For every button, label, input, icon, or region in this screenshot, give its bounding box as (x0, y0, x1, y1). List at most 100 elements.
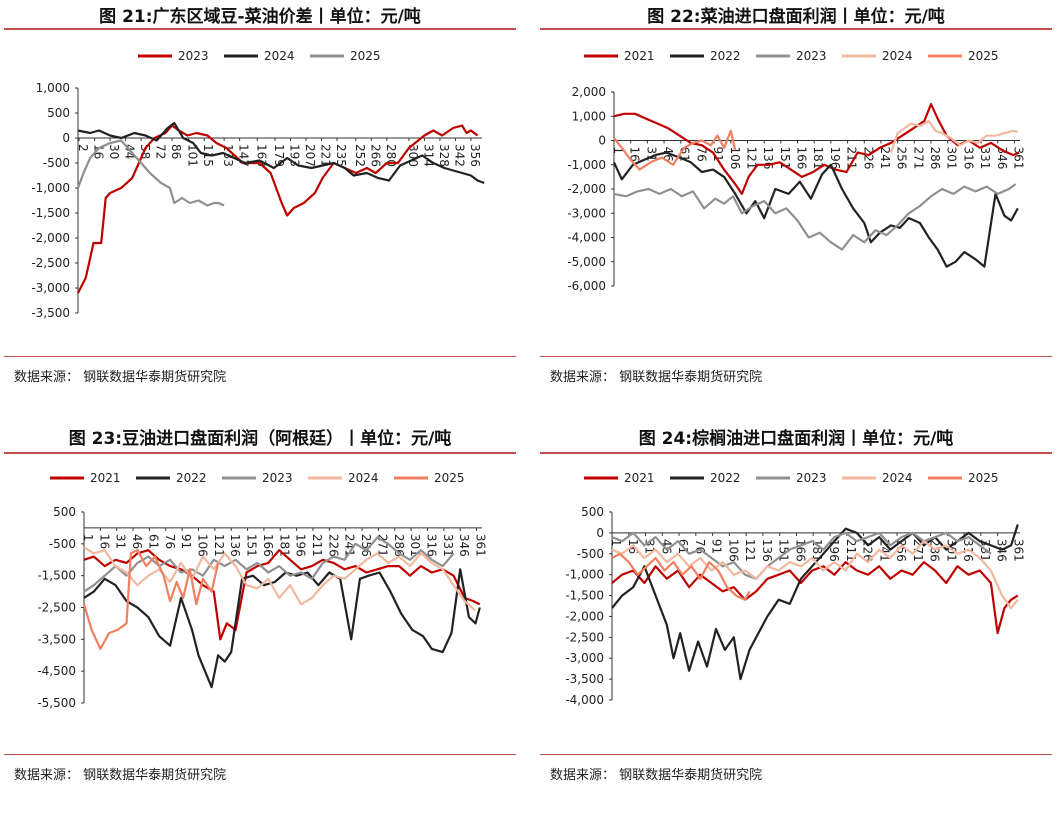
x-tick-label: 181 (811, 147, 825, 170)
y-tick-label: 1,000 (572, 109, 606, 123)
source-divider (540, 754, 1052, 755)
x-tick-label: 46 (130, 534, 144, 549)
x-tick-label: 266 (368, 144, 382, 167)
x-tick-label: 211 (845, 147, 859, 170)
x-tick-label: 328 (437, 144, 451, 167)
y-tick-label: -6,000 (567, 279, 606, 293)
x-tick-label: 241 (343, 534, 357, 557)
y-tick-label: -2,500 (31, 256, 70, 270)
series-line-2024 (83, 546, 477, 612)
legend: 2021 2022 2023 2024 2025 (584, 49, 999, 63)
x-tick-label: 196 (294, 534, 308, 557)
x-tick-label: 280 (384, 144, 398, 167)
legend-label: 2024 (264, 49, 295, 63)
legend-label: 2024 (882, 471, 913, 485)
legend-item: 2025 (928, 49, 999, 63)
x-tick-label: 136 (761, 147, 775, 170)
y-tick-label: -2,500 (37, 601, 76, 615)
x-tick-label: 16 (628, 147, 642, 162)
y-tick-label: -1,000 (567, 158, 606, 172)
y-tick-label: 0 (598, 134, 606, 148)
chart-svg: 2023 2024 2025 1,000 500 0 -500 -1,000 -1,500 -2,… (31, 49, 485, 320)
y-tick-label: -1,500 (37, 569, 76, 583)
x-tick-label: 361 (1011, 147, 1025, 170)
x-tick-label: 106 (728, 147, 742, 170)
legend-label: 2023 (178, 49, 209, 63)
source-divider (4, 356, 516, 357)
source-note: 数据来源： 钢联数据华泰期货研究院 (550, 768, 763, 783)
y-tick-label: -3,500 (565, 672, 604, 686)
x-tick-label: 151 (245, 534, 259, 557)
legend-label: 2023 (262, 471, 293, 485)
chart-svg: 2021 2022 2023 2024 2025 2,000 1,000 0 -1,000 -2,… (567, 49, 1025, 293)
legend-item: 2023 (756, 49, 827, 63)
y-tick-label: -2,500 (565, 630, 604, 644)
series-line-2024 (889, 120, 1019, 153)
title-divider (540, 28, 1052, 30)
x-tick-label: 316 (961, 147, 975, 170)
x-tick-label: 256 (359, 534, 373, 557)
series-line-2022 (83, 568, 481, 689)
y-tick-label: -2,000 (567, 182, 606, 196)
x-tick-label: 226 (861, 539, 875, 562)
x-tick-label: 331 (978, 147, 992, 170)
x-tick-label: 226 (326, 534, 340, 557)
source-note: 数据来源： 钢联数据华泰期货研究院 (14, 768, 227, 783)
series-line-2021 (83, 549, 481, 641)
legend-label: 2022 (176, 471, 207, 485)
legend-label: 2022 (710, 49, 741, 63)
y-tick-label: -3,000 (31, 281, 70, 295)
series-line-2021 (613, 103, 1020, 195)
y-tick-label: -1,500 (31, 206, 70, 220)
series-line-2025 (82, 549, 220, 650)
x-tick-label: 211 (844, 539, 858, 562)
legend-item: 2022 (670, 49, 741, 63)
x-tick-label: 166 (261, 534, 275, 557)
legend-item: 2024 (842, 471, 913, 485)
legend-label: 2025 (434, 471, 465, 485)
y-tick-label: -500 (49, 537, 76, 551)
x-tick-label: 1 (609, 539, 623, 547)
x-tick-label: 91 (711, 147, 725, 162)
legend-label: 2023 (796, 471, 827, 485)
legend-item: 2025 (394, 471, 465, 485)
legend-label: 2024 (348, 471, 379, 485)
x-tick-label: 16 (92, 144, 106, 159)
legend-label: 2021 (624, 471, 655, 485)
series-line-2025 (613, 129, 737, 171)
x-tick-label: 226 (861, 147, 875, 170)
series-line-2022 (611, 524, 1019, 681)
source-note: 数据来源： 钢联数据华泰期货研究院 (14, 370, 227, 385)
legend-item: 2024 (842, 49, 913, 63)
x-tick-label: 286 (928, 147, 942, 170)
y-tick-label: -1,000 (31, 181, 70, 195)
chart-svg: 2021 2022 2023 2024 2025 500 0 -500 -1,000 -1,500… (565, 471, 1025, 707)
x-tick-label: 211 (310, 534, 324, 557)
title-divider (4, 452, 516, 454)
series-line-2025 (76, 139, 225, 207)
y-tick-label: -500 (43, 156, 70, 170)
y-tick-label: 1,000 (36, 81, 70, 95)
y-tick-label: -4,000 (567, 231, 606, 245)
x-tick-label: 86 (169, 144, 183, 159)
x-tick-label: 221 (319, 144, 333, 167)
legend-label: 2021 (90, 471, 121, 485)
x-tick-label: 91 (710, 539, 724, 554)
source-note: 数据来源： 钢联数据华泰期货研究院 (550, 370, 763, 385)
series-line-2025 (611, 552, 751, 601)
legend-label: 2021 (624, 49, 655, 63)
series-line-2023 (77, 124, 479, 294)
legend-label: 2024 (882, 49, 913, 63)
x-tick-label: 256 (895, 147, 909, 170)
x-tick-label: 91 (179, 534, 193, 549)
x-tick-label: 316 (424, 534, 438, 557)
y-tick-label: -1,500 (565, 589, 604, 603)
legend-label: 2023 (796, 49, 827, 63)
series-line-2023 (83, 536, 455, 593)
x-tick-label: 121 (743, 539, 757, 562)
chart-svg: 2021 2022 2023 2024 2025 500 -500 -1,500 -2,500 -… (37, 471, 487, 710)
y-tick-label: -1,000 (565, 568, 604, 582)
legend-item: 2025 (928, 471, 999, 485)
y-tick-label: -2,000 (565, 609, 604, 623)
x-tick-label: 76 (694, 147, 708, 162)
